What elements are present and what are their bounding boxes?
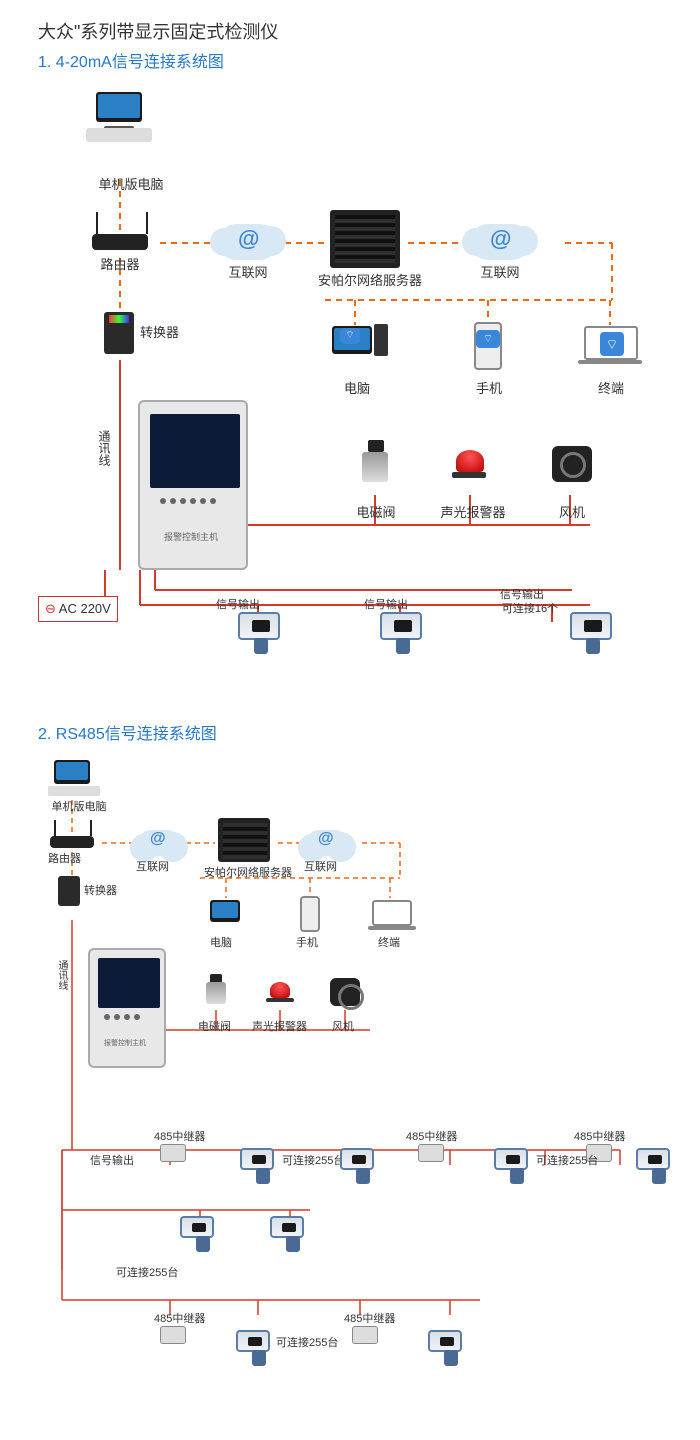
internet2-label: 互联网 bbox=[466, 262, 534, 281]
alarm-base-icon bbox=[266, 998, 294, 1002]
valve-label: 电磁阀 bbox=[350, 502, 402, 521]
controller-icon: 报警控制主机 bbox=[138, 400, 248, 570]
repeater-icon bbox=[418, 1144, 444, 1162]
detector-icon bbox=[240, 1148, 274, 1170]
comm-line-label: 通讯线 bbox=[96, 430, 113, 466]
alarm-base-icon bbox=[452, 472, 486, 478]
client-pc-icon bbox=[210, 900, 240, 922]
converter-icon bbox=[104, 312, 134, 354]
internet2-label: 互联网 bbox=[304, 858, 337, 874]
connect255-label: 可连接255台 bbox=[276, 1334, 338, 1350]
converter-label: 转换器 bbox=[84, 882, 117, 898]
repeater-label: 485中继器 bbox=[154, 1310, 205, 1326]
router-icon bbox=[92, 234, 148, 250]
detector-icon bbox=[180, 1216, 214, 1238]
tower-icon bbox=[374, 324, 388, 356]
controller-icon: 报警控制主机 bbox=[88, 948, 166, 1068]
repeater-label: 485中继器 bbox=[154, 1128, 205, 1144]
alarm-label: 声光报警器 bbox=[252, 1018, 307, 1034]
pc-icon bbox=[54, 760, 90, 784]
client-pc-label: 电脑 bbox=[210, 934, 232, 950]
converter-icon bbox=[58, 876, 80, 906]
laptop-base-icon bbox=[578, 360, 642, 364]
fan-icon bbox=[552, 446, 592, 482]
keyboard-icon bbox=[48, 786, 100, 796]
router-label: 路由器 bbox=[48, 850, 81, 866]
pc-icon bbox=[96, 92, 142, 122]
sigout-label: 信号输出 bbox=[364, 596, 408, 612]
detector-icon bbox=[380, 612, 422, 640]
antenna-icon bbox=[146, 212, 148, 234]
router-icon bbox=[50, 836, 94, 848]
converter-label: 转换器 bbox=[140, 322, 179, 341]
connect255-label: 可连接255台 bbox=[116, 1264, 178, 1280]
valve-label: 电磁阀 bbox=[198, 1018, 231, 1034]
detector-icon bbox=[238, 612, 280, 640]
valve-icon bbox=[362, 452, 388, 482]
laptop-icon bbox=[372, 900, 412, 926]
phone-icon bbox=[300, 896, 320, 932]
wifi-icon: ⌔ bbox=[600, 332, 624, 356]
terminal-label: 终端 bbox=[378, 934, 400, 950]
sigout-label: 信号输出 bbox=[90, 1152, 134, 1168]
sigout-label: 信号输出 bbox=[216, 596, 260, 612]
server-label: 安帕尔网络服务器 bbox=[300, 270, 440, 289]
at-icon: @ bbox=[238, 226, 259, 252]
repeater-icon bbox=[160, 1144, 186, 1162]
server-icon bbox=[330, 210, 400, 268]
server-icon bbox=[218, 818, 270, 862]
comm-line-label: 通讯线 bbox=[54, 960, 69, 990]
detector-icon bbox=[340, 1148, 374, 1170]
pc-label: 单机版电脑 bbox=[88, 174, 174, 193]
alarm-icon bbox=[456, 450, 484, 472]
at-icon: @ bbox=[150, 830, 166, 848]
keyboard-icon bbox=[86, 128, 152, 142]
valve-top-icon bbox=[368, 440, 384, 452]
ac-box: ⊖ AC 220V bbox=[38, 596, 118, 622]
phone-label: 手机 bbox=[296, 934, 318, 950]
repeater-icon bbox=[160, 1326, 186, 1344]
page: 大众"系列带显示固定式检测仪 1. 4-20mA信号连接系统图 bbox=[0, 0, 700, 1407]
fan-label: 风机 bbox=[552, 502, 592, 521]
repeater-icon bbox=[352, 1326, 378, 1344]
detector-icon bbox=[270, 1216, 304, 1238]
connect-n-label: 可连接16个 bbox=[492, 600, 568, 616]
ac-label: AC 220V bbox=[59, 601, 111, 616]
antenna-icon bbox=[96, 212, 98, 234]
internet1-label: 互联网 bbox=[214, 262, 282, 281]
valve-icon bbox=[206, 982, 226, 1004]
at-icon: @ bbox=[318, 830, 334, 848]
wifi-icon: ⌔ bbox=[476, 330, 500, 348]
repeater-label: 485中继器 bbox=[574, 1128, 625, 1144]
connect255-label: 可连接255台 bbox=[282, 1152, 344, 1168]
fan-label: 风机 bbox=[332, 1018, 354, 1034]
router-label: 路由器 bbox=[92, 254, 148, 273]
server-label: 安帕尔网络服务器 bbox=[198, 864, 298, 880]
phone-label: 手机 bbox=[464, 378, 514, 397]
detector-icon bbox=[494, 1148, 528, 1170]
detector-icon bbox=[236, 1330, 270, 1352]
repeater-label: 485中继器 bbox=[406, 1128, 457, 1144]
client-pc-label: 电脑 bbox=[332, 378, 382, 397]
terminal-label: 终端 bbox=[586, 378, 636, 397]
pc-label: 单机版电脑 bbox=[46, 798, 112, 814]
detector-icon bbox=[636, 1148, 670, 1170]
wifi-icon: ⌔ bbox=[340, 328, 360, 344]
alarm-icon bbox=[270, 982, 290, 998]
repeater-label: 485中继器 bbox=[344, 1310, 395, 1326]
laptop-base-icon bbox=[368, 926, 416, 930]
detector-icon bbox=[570, 612, 612, 640]
at-icon: @ bbox=[490, 226, 511, 252]
alarm-label: 声光报警器 bbox=[434, 502, 512, 521]
internet1-label: 互联网 bbox=[136, 858, 169, 874]
detector-icon bbox=[428, 1330, 462, 1352]
fan-icon bbox=[330, 978, 360, 1006]
antenna-icon bbox=[90, 820, 92, 836]
connect255-label: 可连接255台 bbox=[536, 1152, 598, 1168]
antenna-icon bbox=[54, 820, 56, 836]
